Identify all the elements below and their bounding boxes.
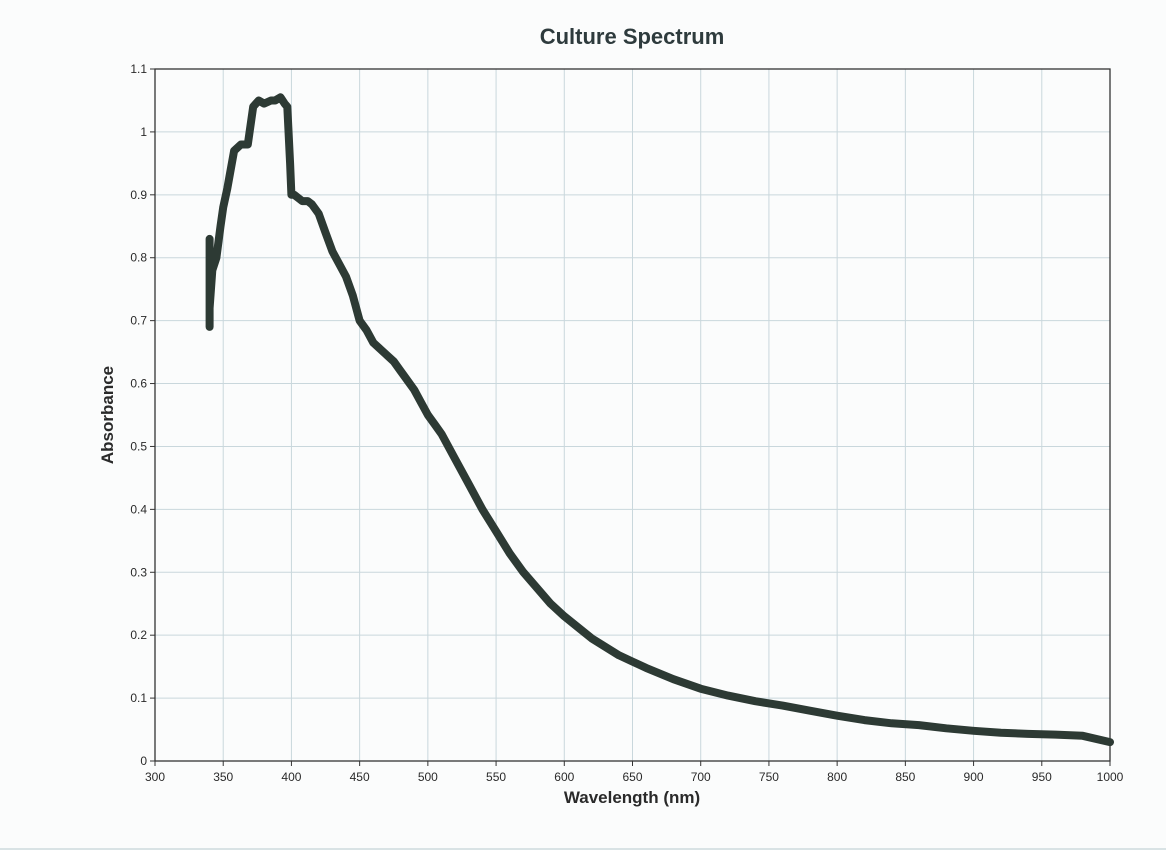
chart-title: Culture Spectrum (540, 24, 725, 49)
x-axis-label: Wavelength (nm) (564, 788, 700, 807)
x-tick-label: 600 (554, 770, 574, 784)
axis-ticks: 300 350 400 450 500 550 600 650 700 750 800 850 900 9… (130, 62, 1123, 784)
y-tick-label: 0.9 (130, 188, 147, 202)
y-tick-label: 1.1 (130, 62, 147, 76)
x-tick-label: 1000 (1097, 770, 1124, 784)
series-layer (205, 93, 1114, 747)
y-tick-label: 0.4 (130, 502, 147, 516)
x-tick-label: 300 (145, 770, 165, 784)
x-tick-label: 700 (691, 770, 711, 784)
y-tick-label: 0.5 (130, 439, 147, 453)
y-tick-label: 0.1 (130, 691, 147, 705)
y-tick-label: 0.3 (130, 565, 147, 579)
x-tick-label: 750 (759, 770, 779, 784)
x-tick-label: 450 (350, 770, 370, 784)
grid-lines (154, 68, 1111, 762)
absorbance-series-line (205, 93, 1114, 747)
x-tick-label: 850 (895, 770, 915, 784)
x-tick-label: 950 (1032, 770, 1052, 784)
y-tick-label: 0.2 (130, 628, 147, 642)
y-tick-label: 1 (140, 125, 147, 139)
y-tick-label: 0 (140, 754, 147, 768)
y-tick-label: 0.6 (130, 377, 147, 391)
x-tick-label: 400 (281, 770, 301, 784)
x-tick-label: 550 (486, 770, 506, 784)
x-tick-label: 350 (213, 770, 233, 784)
x-tick-label: 500 (418, 770, 438, 784)
y-tick-label: 0.8 (130, 251, 147, 265)
x-tick-label: 650 (622, 770, 642, 784)
y-axis-label: Absorbance (98, 366, 117, 464)
x-tick-label: 900 (964, 770, 984, 784)
y-tick-label: 0.7 (130, 314, 147, 328)
x-tick-label: 800 (827, 770, 847, 784)
